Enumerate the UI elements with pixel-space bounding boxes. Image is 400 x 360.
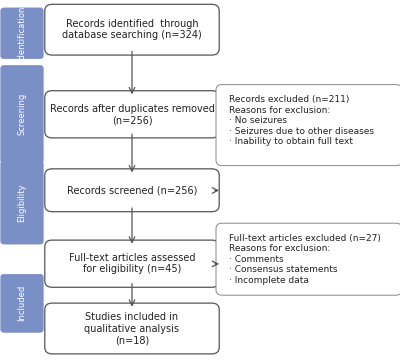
FancyBboxPatch shape [1,274,43,332]
Text: Full-text articles assessed
for eligibility (n=45): Full-text articles assessed for eligibil… [69,253,195,274]
FancyBboxPatch shape [45,240,219,287]
Text: Identification: Identification [18,6,26,61]
FancyBboxPatch shape [1,161,43,244]
Text: Eligibility: Eligibility [18,183,26,222]
FancyBboxPatch shape [1,66,43,163]
FancyBboxPatch shape [45,169,219,212]
FancyBboxPatch shape [216,223,400,295]
Text: Records excluded (n=211)
Reasons for exclusion:
· No seizures
· Seizures due to : Records excluded (n=211) Reasons for exc… [229,95,374,146]
Text: Included: Included [18,285,26,321]
Text: Records screened (n=256): Records screened (n=256) [67,185,197,195]
Text: Records identified  through
database searching (n=324): Records identified through database sear… [62,19,202,40]
FancyBboxPatch shape [45,91,219,138]
FancyBboxPatch shape [216,85,400,166]
Text: Studies included in
qualitative analysis
(n=18): Studies included in qualitative analysis… [84,312,180,345]
FancyBboxPatch shape [45,4,219,55]
Text: Screening: Screening [18,93,26,135]
FancyBboxPatch shape [45,303,219,354]
FancyBboxPatch shape [1,8,43,59]
Text: Full-text articles excluded (n=27)
Reasons for exclusion:
· Comments
· Consensus: Full-text articles excluded (n=27) Reaso… [229,234,381,285]
Text: Records after duplicates removed
(n=256): Records after duplicates removed (n=256) [50,104,214,125]
